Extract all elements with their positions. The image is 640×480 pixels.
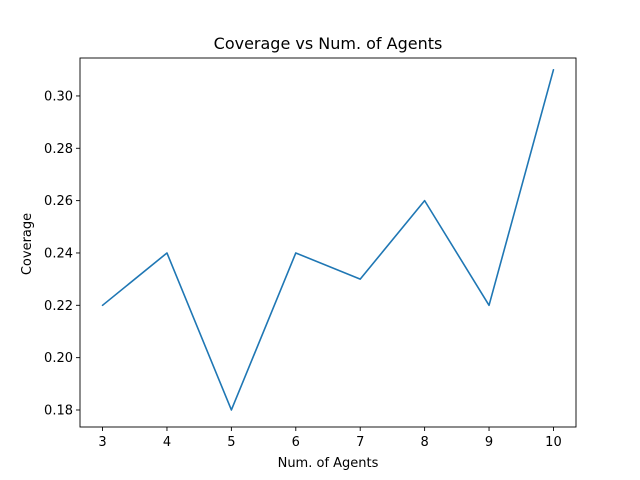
y-axis-label: Coverage bbox=[20, 213, 35, 275]
y-tick-label: 0.24 bbox=[44, 246, 73, 261]
y-axis-ticks: 0.18 0.20 0.22 0.24 0.26 0.28 0.30 bbox=[44, 89, 80, 418]
y-tick-label: 0.30 bbox=[44, 89, 73, 104]
x-tick-label: 10 bbox=[545, 435, 562, 450]
chart-title: Coverage vs Num. of Agents bbox=[214, 34, 443, 53]
x-tick-label: 5 bbox=[227, 435, 235, 450]
series-line-0 bbox=[101, 68, 555, 411]
x-tick-label: 4 bbox=[163, 435, 171, 450]
y-tick-label: 0.22 bbox=[44, 299, 73, 314]
x-tick-label: 6 bbox=[292, 435, 300, 450]
x-tick-label: 3 bbox=[98, 435, 106, 450]
x-tick-label: 8 bbox=[420, 435, 428, 450]
y-tick-label: 0.28 bbox=[44, 142, 73, 157]
x-tick-label: 7 bbox=[356, 435, 364, 450]
y-tick-label: 0.18 bbox=[44, 403, 73, 418]
plot-area bbox=[79, 57, 577, 428]
y-tick-label: 0.26 bbox=[44, 194, 73, 209]
axes-frame bbox=[79, 57, 577, 428]
x-tick-label: 9 bbox=[485, 435, 493, 450]
y-tick-label: 0.20 bbox=[44, 351, 73, 366]
x-axis-label: Num. of Agents bbox=[278, 456, 379, 471]
x-axis-ticks: 3 4 5 6 7 8 9 10 bbox=[98, 427, 562, 450]
